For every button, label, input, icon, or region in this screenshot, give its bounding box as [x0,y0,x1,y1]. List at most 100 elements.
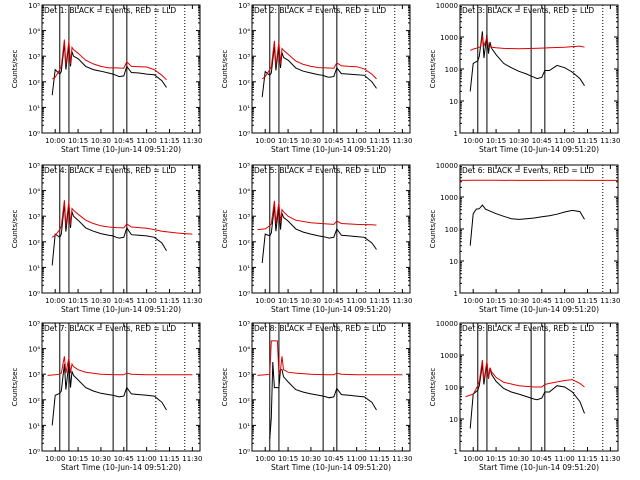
x-tick-label: 10:00 [255,297,275,305]
x-tick-label: 10:45 [114,455,134,463]
x-tick-label: 10:15 [486,137,506,145]
x-tick-label: 10:30 [301,137,321,145]
x-tick-label: 11:00 [347,137,367,145]
lld-series-line [51,39,167,81]
x-tick-label: 11:00 [555,137,575,145]
lld-series-line [257,340,403,376]
x-tick-label: 10:30 [509,137,529,145]
y-tick-label: 10⁴ [238,28,250,36]
y-tick-label: 1 [454,448,458,456]
y-tick-label: 10³ [28,53,40,61]
y-tick-label: 10⁰ [238,448,250,456]
panel-title: Det 6: BLACK = Events, RED = LLD [462,166,594,175]
x-axis-label: Start Time (10-Jun-14 09:51:20) [61,145,181,154]
panel-title: Det 9: BLACK = Events, RED = LLD [462,324,594,333]
y-axis-label: Counts/sec [221,210,229,249]
x-tick-label: 10:15 [68,297,88,305]
y-tick-label: 10⁴ [28,346,40,354]
y-tick-label: 10000 [436,320,458,328]
x-tick-label: 11:00 [347,455,367,463]
x-tick-label: 11:15 [577,137,597,145]
x-tick-label: 11:15 [159,297,179,305]
y-axis-label: Counts/sec [11,368,19,407]
y-tick-label: 10⁵ [238,320,250,328]
y-tick-label: 1000 [440,34,458,42]
y-tick-label: 100 [445,384,458,392]
x-tick-label: 10:00 [45,137,65,145]
y-tick-label: 10⁴ [238,188,250,196]
x-axis-label: Start Time (10-Jun-14 09:51:20) [61,305,181,314]
x-tick-label: 11:00 [555,455,575,463]
x-tick-label: 11:15 [577,297,597,305]
y-axis-label: Counts/sec [429,368,437,407]
y-tick-label: 10³ [28,213,40,221]
y-tick-label: 10⁰ [238,130,250,138]
x-tick-label: 11:30 [392,297,412,305]
x-tick-label: 10:45 [114,137,134,145]
panel-title: Det 2: BLACK = Events, RED = LLD [254,6,386,15]
y-axis-label: Counts/sec [11,210,19,249]
x-tick-label: 11:15 [159,455,179,463]
y-tick-label: 10⁰ [28,130,40,138]
lld-series-line [465,359,585,398]
plot-frame [459,4,619,134]
y-tick-label: 10⁰ [28,448,40,456]
plot-frame [251,4,411,134]
events-series-line [51,362,167,426]
x-tick-label: 10:30 [91,297,111,305]
y-tick-label: 10¹ [28,264,40,272]
x-tick-label: 11:30 [600,137,620,145]
plot-frame [251,164,411,294]
x-tick-label: 10:30 [509,297,529,305]
y-tick-label: 10⁵ [238,2,250,10]
plot-frame [41,164,201,294]
y-axis-label: Counts/sec [429,210,437,249]
events-series-line [469,204,585,246]
panel-title: Det 8: BLACK = Events, RED = LLD [254,324,386,333]
x-tick-label: 10:15 [68,137,88,145]
x-tick-label: 10:45 [324,297,344,305]
x-axis-label: Start Time (10-Jun-14 09:51:20) [271,145,391,154]
x-tick-label: 10:00 [255,137,275,145]
y-tick-label: 1000 [440,194,458,202]
detector-panel-3: 1 10 100 1000 10000 10:00 10:15 10:30 10:45 11:00… [429,2,620,154]
y-axis-label: Counts/sec [221,50,229,89]
y-tick-label: 1 [454,130,458,138]
x-tick-label: 10:45 [532,455,552,463]
lld-series-line [257,200,377,231]
plot-frame [459,164,619,294]
x-tick-label: 11:30 [182,137,202,145]
y-tick-label: 10¹ [238,422,250,430]
y-tick-label: 10¹ [238,264,250,272]
y-tick-label: 1 [454,290,458,298]
x-tick-label: 10:45 [114,297,134,305]
y-tick-label: 10⁰ [28,290,40,298]
x-tick-label: 10:00 [463,297,483,305]
y-tick-label: 10⁵ [28,162,40,170]
x-tick-label: 10:45 [532,297,552,305]
y-tick-label: 10⁴ [238,346,250,354]
x-tick-label: 11:30 [182,297,202,305]
plot-frame [41,322,201,452]
y-tick-label: 10² [238,397,250,405]
y-tick-label: 1000 [440,352,458,360]
x-tick-label: 10:00 [45,297,65,305]
x-axis-label: Start Time (10-Jun-14 09:51:20) [271,463,391,472]
x-tick-label: 11:30 [392,455,412,463]
x-tick-label: 10:45 [324,137,344,145]
detector-panel-6: 1 10 100 1000 10000 10:00 10:15 10:30 10:45 11:00… [429,162,620,314]
y-tick-label: 10000 [436,2,458,10]
x-tick-label: 10:00 [45,455,65,463]
y-tick-label: 10⁵ [238,162,250,170]
x-tick-label: 11:30 [600,297,620,305]
panel-title: Det 3: BLACK = Events, RED = LLD [462,6,594,15]
x-tick-label: 10:45 [324,455,344,463]
lld-series-line [470,35,585,51]
x-tick-label: 11:00 [347,297,367,305]
y-tick-label: 10 [449,98,458,106]
y-tick-label: 10¹ [28,104,40,112]
y-tick-label: 10² [238,79,250,87]
